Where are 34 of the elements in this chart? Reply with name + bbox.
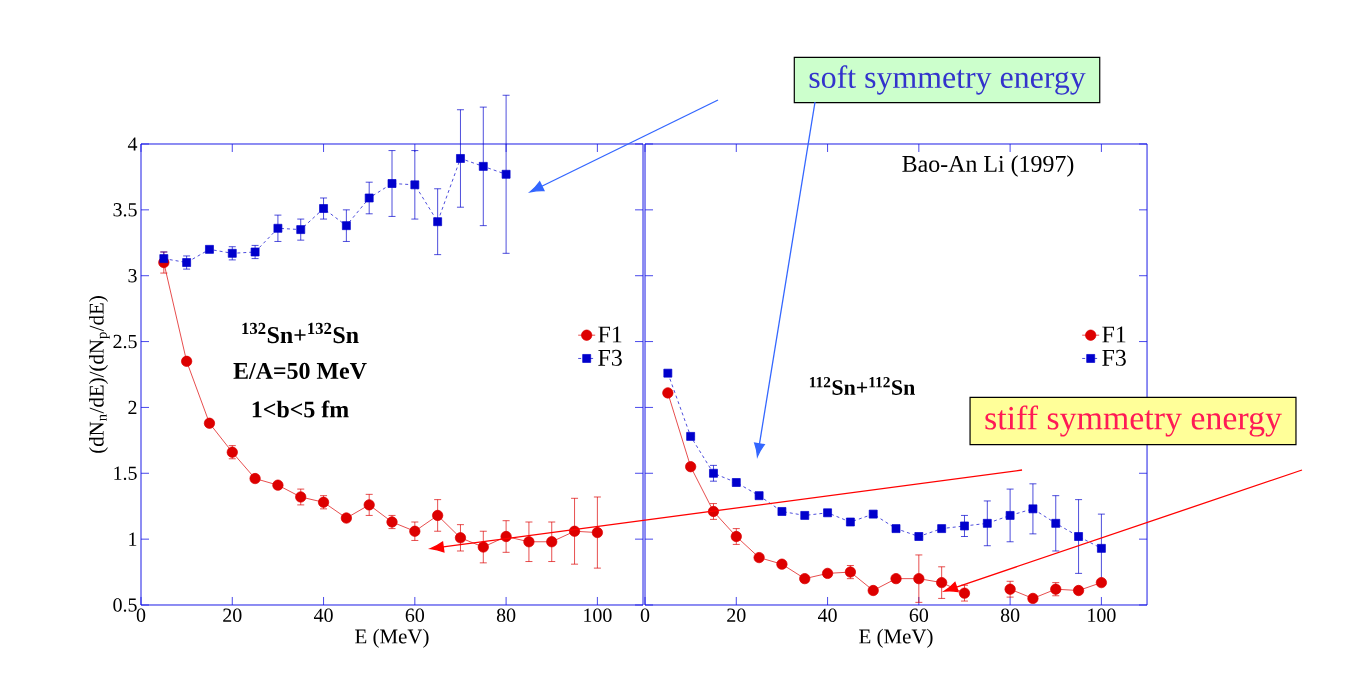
- x-tick-label: 40: [313, 608, 333, 622]
- x-tick-label: 0: [136, 608, 146, 622]
- y-tick-label: 2: [128, 400, 137, 415]
- x-tick-label: 40: [818, 608, 837, 622]
- x-tick-label: 80: [1000, 608, 1020, 622]
- y-tick-label: 2.5: [113, 334, 137, 349]
- x-tick-label: 100: [584, 608, 612, 622]
- legend-label: F1: [1102, 326, 1126, 343]
- y-tick-label: 3: [128, 269, 137, 283]
- x-tick-label: 20: [727, 608, 746, 622]
- annotation: stiff symmetry energy: [985, 405, 1282, 437]
- y-axis-title: (dN$_{n}$/dE)/(dN$_{p}$/dE): [89, 296, 110, 453]
- legend-label: F1: [598, 326, 622, 343]
- x-tick-label: 60: [909, 608, 929, 622]
- x-axis-title: E (MeV): [355, 628, 429, 648]
- x-tick-label: 0: [640, 608, 650, 622]
- y-tick-label: 1: [129, 532, 137, 546]
- legend-label: F3: [1102, 349, 1126, 366]
- x-tick-label: 20: [223, 608, 242, 622]
- annotation: 1<b<5 fm: [252, 400, 349, 418]
- x-tick-label: 80: [496, 608, 516, 622]
- y-tick-label: 4: [127, 137, 138, 151]
- text: soft symmetry energy: [809, 65, 1086, 95]
- text: $^{132}$Sn+$^{132}$Sn: [242, 322, 359, 344]
- x-tick-label: 60: [405, 608, 425, 622]
- x-tick-label: 100: [1088, 608, 1116, 622]
- annotation: E/A=50 MeV: [233, 362, 367, 380]
- text: $^{112}$Sn+$^{112}$Sn: [809, 377, 915, 395]
- y-tick-label: 1.5: [114, 466, 137, 480]
- annotation: Bao-An Li (1997): [902, 155, 1074, 177]
- legend-label: F3: [598, 349, 622, 366]
- x-axis-title: E (MeV): [859, 628, 933, 648]
- y-tick-label: 3.5: [113, 203, 137, 217]
- y-tick-label: 0.5: [113, 598, 137, 612]
